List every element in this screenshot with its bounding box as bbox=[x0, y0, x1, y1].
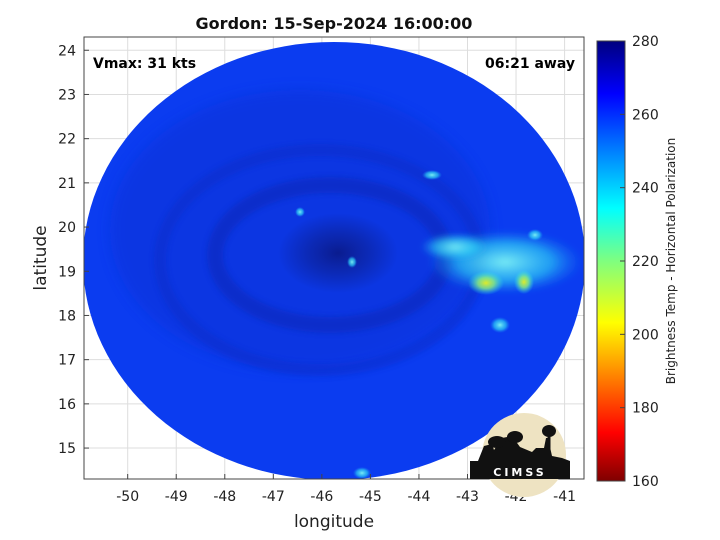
logo-ground bbox=[470, 461, 570, 479]
colorbar-tick-label: 280 bbox=[632, 34, 659, 50]
logo-text: CIMSS bbox=[493, 466, 546, 479]
x-tick-label: -43 bbox=[456, 489, 479, 505]
y-tick-label: 24 bbox=[58, 43, 76, 59]
logo-dish-1 bbox=[488, 436, 506, 448]
colorbar-tick-label: 260 bbox=[632, 107, 659, 123]
colorbar-tick-label: 240 bbox=[632, 181, 659, 197]
convection-cyan-small-1 bbox=[422, 170, 442, 180]
vmax-label: Vmax: 31 kts bbox=[93, 56, 196, 72]
away-label: 06:21 away bbox=[485, 56, 575, 72]
colorbar-tick-labels: 160 180 200 220 240 260 280 bbox=[620, 34, 659, 490]
satellite-swath bbox=[84, 42, 584, 479]
logo-dish-2 bbox=[507, 431, 523, 443]
logo-water-tower bbox=[542, 425, 556, 437]
convection-cyan-upper bbox=[420, 233, 490, 261]
convection-cyan-small-2 bbox=[295, 207, 305, 217]
convection-hot-1 bbox=[468, 271, 504, 295]
eye-region bbox=[278, 213, 398, 293]
colorbar-tick-label: 160 bbox=[632, 474, 659, 490]
x-tick-label: -47 bbox=[262, 489, 285, 505]
colorbar-tick-label: 180 bbox=[632, 401, 659, 417]
convection-cyan-small-3 bbox=[347, 256, 357, 268]
y-tick-label: 18 bbox=[58, 308, 76, 324]
y-tick-label: 15 bbox=[58, 441, 76, 457]
convection-cyan-small-5 bbox=[490, 317, 510, 333]
axes-box bbox=[83, 36, 585, 480]
y-tick-label: 21 bbox=[58, 176, 76, 192]
cimss-logo: CIMSS bbox=[470, 413, 570, 497]
convection-hot-2 bbox=[514, 270, 534, 294]
x-axis-label: longitude bbox=[294, 512, 374, 532]
colorbar-label: Brightness Temp - Horizontal Polarizatio… bbox=[664, 138, 678, 385]
y-tick-labels: 15 16 17 18 19 20 21 22 23 24 bbox=[58, 43, 89, 457]
y-tick-label: 20 bbox=[58, 220, 76, 236]
y-axis-label: latitude bbox=[31, 225, 51, 290]
x-tick-label: -49 bbox=[165, 489, 188, 505]
x-tick-label: -50 bbox=[116, 489, 139, 505]
x-tick-label: -41 bbox=[553, 489, 576, 505]
convection-cyan-small-4 bbox=[527, 229, 543, 241]
y-tick-label: 17 bbox=[58, 353, 76, 369]
y-tick-label: 23 bbox=[58, 87, 76, 103]
colorbar-tick-label: 220 bbox=[632, 254, 659, 270]
x-tick-label: -48 bbox=[213, 489, 236, 505]
x-tick-label: -46 bbox=[310, 489, 333, 505]
figure-title: Gordon: 15-Sep-2024 16:00:00 bbox=[196, 14, 473, 33]
convection-cyan-small-6 bbox=[353, 467, 371, 479]
y-tick-label: 19 bbox=[58, 264, 76, 280]
x-tick-label: -45 bbox=[359, 489, 382, 505]
y-tick-label: 22 bbox=[58, 132, 76, 148]
x-tick-label: -44 bbox=[408, 489, 431, 505]
colorbar-tick-label: 200 bbox=[632, 327, 659, 343]
y-tick-label: 16 bbox=[58, 397, 76, 413]
